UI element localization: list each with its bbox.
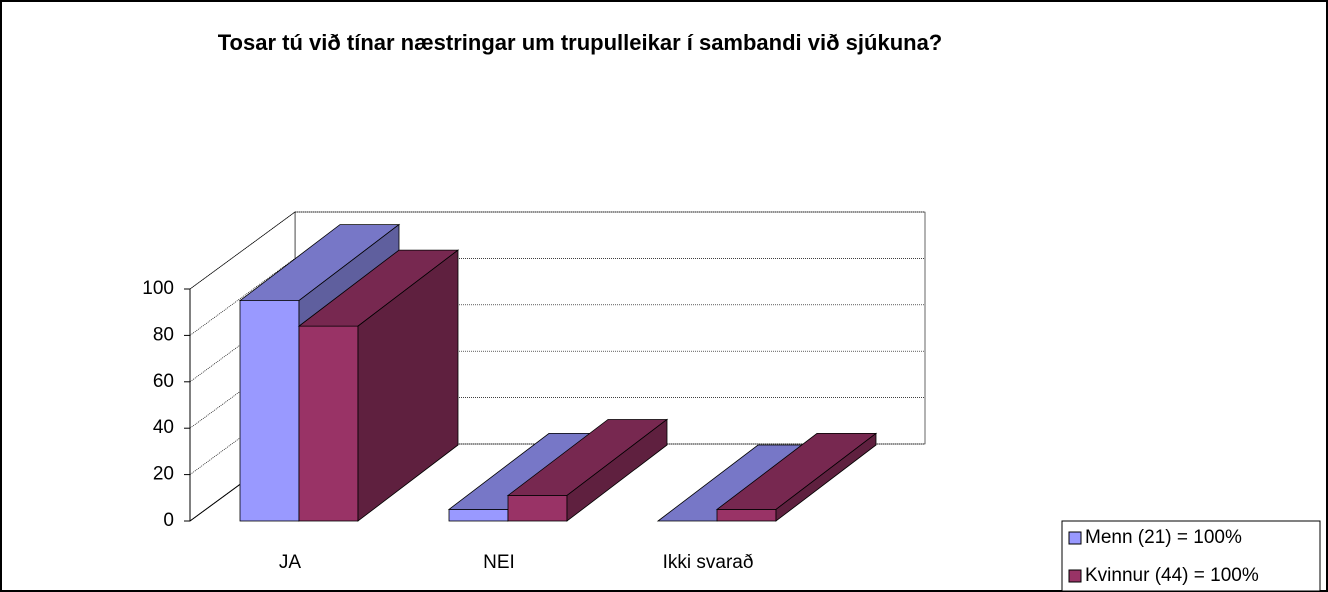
x-tick-label: NEI [483, 552, 515, 573]
bar-front [716, 508, 777, 522]
x-tick-label: JA [279, 552, 302, 573]
y-tick-label: 100 [142, 278, 174, 299]
bar-side [357, 249, 459, 522]
grid-line [189, 258, 296, 336]
grid-line [189, 211, 296, 290]
y-tick-label: 80 [153, 324, 174, 345]
bar-front [507, 495, 568, 522]
y-tick-label: 60 [153, 371, 174, 392]
legend-swatch [1068, 569, 1082, 583]
bar-side [775, 432, 877, 522]
chart-title: Tosar tú við tínar næstringar um trupull… [218, 30, 943, 55]
y-tick-label: 40 [153, 417, 174, 438]
bar-front [239, 300, 300, 522]
legend-box [1061, 520, 1321, 592]
legend-label: Menn (21) = 100% [1085, 527, 1242, 548]
bar-front [448, 508, 509, 522]
bar-side [566, 418, 668, 522]
x-tick-label: Ikki svarað [663, 552, 754, 573]
y-tick-label: 0 [163, 510, 174, 531]
legend-label: Kvinnur (44) = 100% [1085, 565, 1259, 586]
bar-front [298, 325, 359, 522]
legend-swatch [1068, 531, 1082, 545]
y-tick-label: 20 [153, 464, 174, 485]
